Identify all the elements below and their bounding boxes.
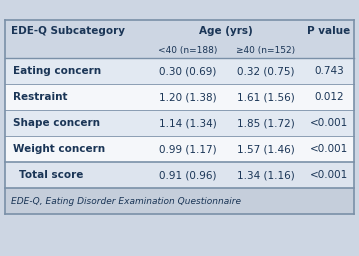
Text: ≥40 (n=152): ≥40 (n=152) bbox=[237, 46, 295, 55]
Bar bbox=[5, 20, 354, 42]
Text: Age (yrs): Age (yrs) bbox=[199, 26, 253, 36]
Bar bbox=[5, 84, 354, 110]
Text: 1.14 (1.34): 1.14 (1.34) bbox=[159, 118, 217, 128]
Text: Total score: Total score bbox=[19, 170, 83, 180]
Text: Shape concern: Shape concern bbox=[13, 118, 100, 128]
Text: <0.001: <0.001 bbox=[310, 144, 348, 154]
Text: 0.30 (0.69): 0.30 (0.69) bbox=[159, 66, 217, 76]
Text: Weight concern: Weight concern bbox=[13, 144, 105, 154]
Bar bbox=[5, 162, 354, 188]
Text: 1.85 (1.72): 1.85 (1.72) bbox=[237, 118, 295, 128]
Bar bbox=[5, 188, 354, 214]
Text: 0.32 (0.75): 0.32 (0.75) bbox=[237, 66, 295, 76]
Text: 1.34 (1.16): 1.34 (1.16) bbox=[237, 170, 295, 180]
Bar bbox=[5, 0, 354, 20]
Text: P value: P value bbox=[307, 26, 351, 36]
Text: 1.20 (1.38): 1.20 (1.38) bbox=[159, 92, 217, 102]
Text: 0.91 (0.96): 0.91 (0.96) bbox=[159, 170, 217, 180]
Text: 1.61 (1.56): 1.61 (1.56) bbox=[237, 92, 295, 102]
Text: <40 (n=188): <40 (n=188) bbox=[158, 46, 218, 55]
Bar bbox=[5, 42, 354, 58]
Text: Eating concern: Eating concern bbox=[13, 66, 101, 76]
Text: <0.001: <0.001 bbox=[310, 118, 348, 128]
Text: EDE-Q, Eating Disorder Examination Questionnaire: EDE-Q, Eating Disorder Examination Quest… bbox=[11, 197, 241, 206]
Text: <0.001: <0.001 bbox=[310, 170, 348, 180]
Bar bbox=[5, 110, 354, 136]
Text: 0.743: 0.743 bbox=[314, 66, 344, 76]
Bar bbox=[5, 136, 354, 162]
Text: EDE-Q Subcategory: EDE-Q Subcategory bbox=[11, 26, 125, 36]
Text: 0.99 (1.17): 0.99 (1.17) bbox=[159, 144, 217, 154]
Text: Restraint: Restraint bbox=[13, 92, 67, 102]
Text: 1.57 (1.46): 1.57 (1.46) bbox=[237, 144, 295, 154]
Text: 0.012: 0.012 bbox=[314, 92, 344, 102]
Bar bbox=[5, 58, 354, 84]
